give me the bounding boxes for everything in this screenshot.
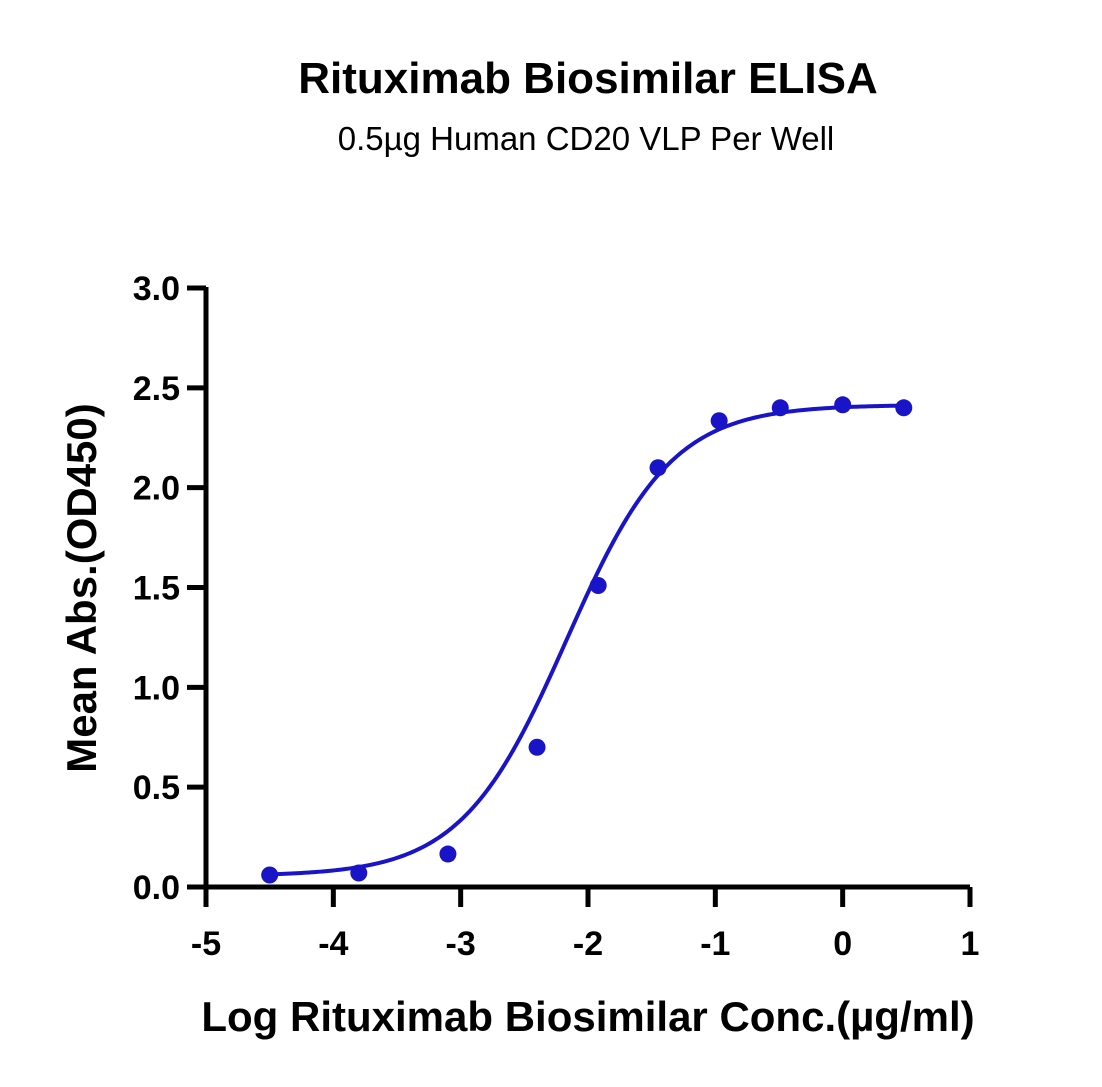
x-tick-label: -4	[318, 925, 348, 963]
data-point	[261, 866, 279, 884]
y-axis-title: Mean Abs.(OD450)	[58, 403, 105, 773]
series-fit-line	[269, 403, 904, 877]
y-tick-label: 1.0	[133, 669, 180, 707]
x-tick-label: -5	[191, 925, 221, 963]
data-point	[834, 396, 852, 414]
chart-title: Rituximab Biosimilar ELISA	[298, 54, 877, 103]
x-axis-title: Log Rituximab Biosimilar Conc.(µg/ml)	[201, 993, 974, 1040]
data-point	[528, 738, 546, 756]
data-point	[710, 412, 728, 430]
y-axis: 0.0 0.5 1.0 1.5 2.0 2.5 3.0	[133, 270, 209, 907]
x-tick-label: -2	[573, 925, 603, 963]
data-point	[649, 459, 667, 477]
x-axis: -5 -4 -3 -2 -1 0 1	[191, 884, 980, 963]
data-point	[771, 399, 789, 417]
x-tick-label: 1	[961, 925, 980, 963]
data-point	[439, 845, 457, 863]
y-tick-label: 3.0	[133, 270, 180, 308]
y-tick-label: 0.5	[133, 769, 180, 807]
y-tick-label: 0.0	[133, 869, 180, 907]
y-tick-label: 2.0	[133, 470, 180, 508]
y-tick-label: 1.5	[133, 570, 180, 608]
x-tick-label: 0	[833, 925, 852, 963]
y-ticks: 0.0 0.5 1.0 1.5 2.0 2.5 3.0	[133, 270, 206, 907]
data-point	[350, 864, 368, 882]
data-point	[895, 399, 913, 417]
x-ticks: -5 -4 -3 -2 -1 0 1	[191, 887, 980, 963]
x-tick-label: -1	[700, 925, 730, 963]
y-tick-label: 2.5	[133, 370, 180, 408]
data-point	[589, 577, 607, 595]
chart-subtitle: 0.5µg Human CD20 VLP Per Well	[338, 120, 835, 157]
plot-series	[261, 396, 913, 884]
x-tick-label: -3	[446, 925, 476, 963]
